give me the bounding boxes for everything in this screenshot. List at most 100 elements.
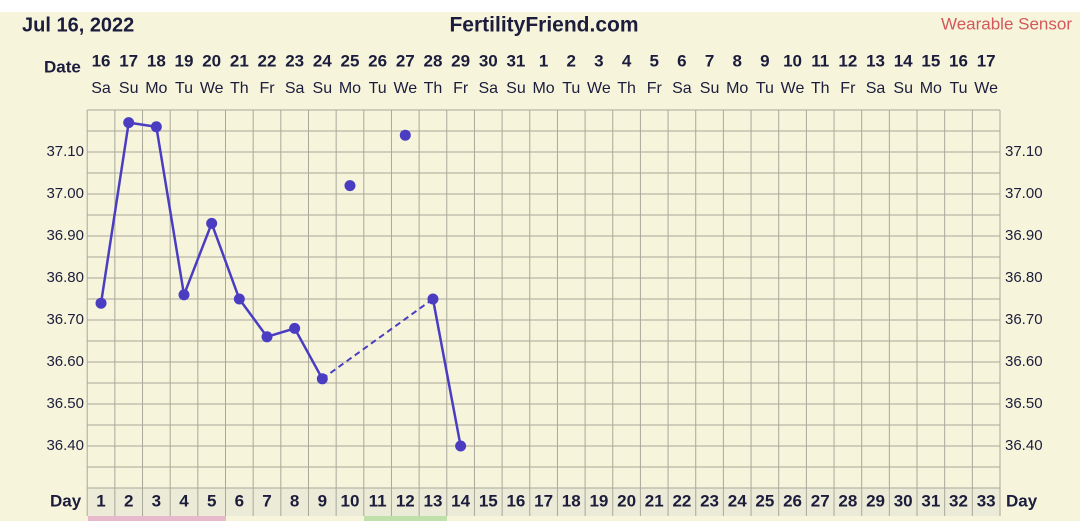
weekday-label: Fr — [259, 80, 275, 97]
day-number: 26 — [783, 491, 802, 510]
day-number: 21 — [645, 491, 664, 510]
temperature-point — [344, 180, 356, 192]
temperature-line — [431, 298, 462, 447]
date-label: 17 — [977, 51, 996, 70]
temperature-point — [261, 331, 273, 343]
day-number: 2 — [124, 491, 133, 510]
day-number: 19 — [589, 491, 608, 510]
date-label: 29 — [451, 51, 470, 70]
date-label: 23 — [285, 51, 304, 70]
temperature-point — [95, 297, 107, 309]
weekday-label: Th — [811, 80, 830, 97]
temperature-point — [289, 322, 301, 334]
weekday-label: Sa — [672, 80, 692, 97]
weekday-label: Th — [230, 80, 249, 97]
weekday-label: We — [393, 80, 417, 97]
weekday-label: Su — [313, 80, 333, 97]
date-label: 15 — [921, 51, 940, 70]
phase-strip — [88, 516, 226, 521]
day-number: 7 — [262, 491, 271, 510]
day-number: 6 — [235, 491, 244, 510]
weekday-label: Th — [617, 80, 636, 97]
date-label: 24 — [313, 51, 332, 70]
weekday-label: Mo — [726, 80, 748, 97]
temperature-point — [233, 293, 245, 305]
temperature-point — [206, 217, 218, 229]
day-number: 24 — [728, 491, 747, 510]
gap-bridge — [321, 298, 434, 380]
weekday-label: We — [200, 80, 224, 97]
y-tick-label: 36.80 — [46, 269, 84, 286]
temperature-point — [455, 440, 467, 452]
day-number: 27 — [811, 491, 830, 510]
weekday-label: Sa — [866, 80, 886, 97]
day-number: 9 — [318, 491, 327, 510]
day-number: 16 — [506, 491, 525, 510]
weekday-label: Su — [506, 80, 526, 97]
day-number: 5 — [207, 491, 216, 510]
date-label: 5 — [650, 51, 659, 70]
weekday-label: Tu — [175, 80, 193, 97]
date-label: 2 — [567, 51, 576, 70]
temperature-point — [150, 121, 162, 133]
date-label: 31 — [506, 51, 525, 70]
temperature-point — [178, 289, 190, 301]
weekday-label: Sa — [285, 80, 305, 97]
source-label: Wearable Sensor — [941, 14, 1072, 33]
day-number: 3 — [152, 491, 161, 510]
day-number: 8 — [290, 491, 299, 510]
day-number: 20 — [617, 491, 636, 510]
date-label: 10 — [783, 51, 802, 70]
date-label: 4 — [622, 51, 632, 70]
day-number: 10 — [341, 491, 360, 510]
date-label: 21 — [230, 51, 249, 70]
day-number: 4 — [179, 491, 189, 510]
date-label: 14 — [894, 51, 913, 70]
day-number: 22 — [672, 491, 691, 510]
day-number: 30 — [894, 491, 913, 510]
y-tick-label: 36.70 — [46, 311, 84, 328]
phase-strip — [364, 516, 447, 521]
day-number: 25 — [755, 491, 774, 510]
date-label: 30 — [479, 51, 498, 70]
weekday-label: Mo — [339, 80, 361, 97]
day-number: 13 — [423, 491, 442, 510]
weekday-label: Su — [119, 80, 139, 97]
day-number: 23 — [700, 491, 719, 510]
weekday-label: We — [781, 80, 805, 97]
y-tick-label: 36.70 — [1005, 311, 1043, 328]
date-label: 1 — [539, 51, 548, 70]
y-tick-label: 37.00 — [46, 185, 84, 202]
temperature-point — [427, 293, 439, 305]
day-number: 32 — [949, 491, 968, 510]
weekday-label: Tu — [562, 80, 580, 97]
weekday-label: Fr — [647, 80, 663, 97]
day-label: Day — [1006, 491, 1038, 510]
day-number: 33 — [977, 491, 996, 510]
y-tick-label: 36.60 — [46, 353, 84, 370]
date-label: 6 — [677, 51, 686, 70]
y-tick-label: 36.60 — [1005, 353, 1043, 370]
day-number: 11 — [369, 491, 387, 510]
weekday-label: Fr — [453, 80, 469, 97]
date-label: 9 — [760, 51, 769, 70]
y-tick-label: 36.40 — [46, 437, 84, 454]
date-label: Date — [44, 57, 81, 76]
date-label: 28 — [423, 51, 442, 70]
day-number: 18 — [562, 491, 581, 510]
weekday-label: We — [974, 80, 998, 97]
date-label: 18 — [147, 51, 166, 70]
y-tick-label: 36.50 — [1005, 395, 1043, 412]
date-label: 16 — [949, 51, 968, 70]
y-tick-label: 37.10 — [1005, 143, 1043, 160]
y-tick-label: 36.40 — [1005, 437, 1043, 454]
y-tick-label: 36.50 — [46, 395, 84, 412]
weekday-label: Sa — [91, 80, 111, 97]
date-label: 26 — [368, 51, 387, 70]
weekday-label: We — [587, 80, 611, 97]
y-tick-label: 36.90 — [1005, 227, 1043, 244]
temperature-point — [399, 129, 411, 141]
date-label: 3 — [594, 51, 603, 70]
